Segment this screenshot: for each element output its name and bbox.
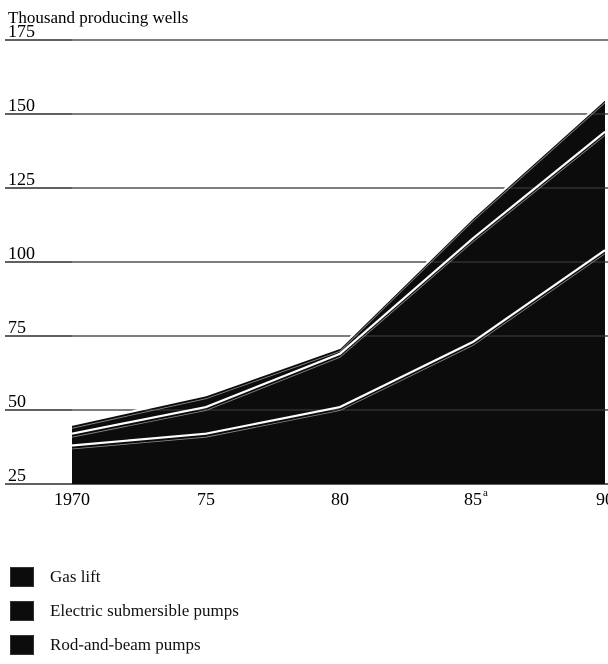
series-boundary-2 [71,130,606,435]
y-tick-label: 50 [8,391,26,411]
x-tick-label: 1970 [54,489,90,509]
legend-label: Gas lift [50,567,101,586]
x-tick-label: 75 [197,489,215,509]
legend-label: Electric submersible pumps [50,601,239,620]
y-tick-label: 175 [8,21,35,41]
series-boundary-shadow [71,134,606,438]
series-boundary-3 [71,98,606,426]
legend-item-gas-lift: Gas lift [10,560,239,594]
x-tick-label: 90 [596,489,608,509]
x-tick-label: 85 [464,489,482,509]
stack-area [72,99,605,484]
y-axis-label: Thousand producing wells [8,8,188,27]
y-tick-label: 100 [8,243,35,263]
y-tick-label: 25 [8,465,26,485]
legend-swatch [10,601,34,621]
legend-swatch [10,567,34,587]
legend-label: Rod-and-beam pumps [50,635,201,654]
legend-item-rod-and-beam-pumps: Rod-and-beam pumps [10,628,239,662]
y-tick-label: 125 [8,169,35,189]
x-tick-labels: 1970758085a90a [54,487,608,509]
area-chart: Thousand producing wells 175 150 125 100 75 5… [5,8,608,509]
legend-item-electric-submersible-pumps: Electric submersible pumps [10,594,239,628]
y-tick-label: 75 [8,317,26,337]
series-boundary-shadow [71,102,606,429]
legend: Gas lift Electric submersible pumps Rod-… [10,560,239,662]
series-boundary-shadow [71,253,606,450]
series-boundary-1 [71,249,606,447]
y-tick-label: 150 [8,95,35,115]
y-tick-labels: 175 150 125 100 75 50 25 [8,21,35,485]
legend-swatch [10,635,34,655]
stacked-areas [71,39,608,484]
x-tick-label: 80 [331,489,349,509]
x-tick-footnote: a [483,487,488,499]
